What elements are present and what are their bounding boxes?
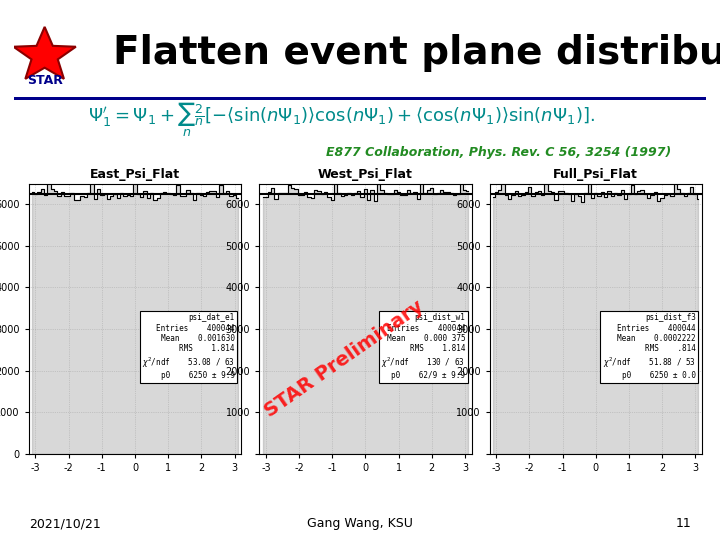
Text: psi_dist_f3
Entries    400044
Mean    0.0002222
RMS    .814
$\chi^2$/ndf    51.8: psi_dist_f3 Entries 400044 Mean 0.000222…: [603, 313, 696, 380]
Text: 11: 11: [675, 517, 691, 530]
Text: STAR: STAR: [27, 75, 63, 87]
Title: Full_Psi_Flat: Full_Psi_Flat: [554, 168, 638, 181]
Text: E877 Collaboration, Phys. Rev. C 56, 3254 (1997): E877 Collaboration, Phys. Rev. C 56, 325…: [325, 146, 671, 159]
Title: West_Psi_Flat: West_Psi_Flat: [318, 168, 413, 181]
Text: Flatten event plane distribution: Flatten event plane distribution: [113, 34, 720, 72]
Text: psi_dat_e1
Entries    400044
Mean    0.001630
RMS    1.814
$\chi^2$/ndf    53.08: psi_dat_e1 Entries 400044 Mean 0.001630 …: [142, 313, 235, 380]
Text: psi_dist_w1
Entries    400044
Mean    0.000 375
RMS    1.814
$\chi^2$/ndf    130: psi_dist_w1 Entries 400044 Mean 0.000 37…: [382, 313, 465, 380]
Text: STAR Preliminary: STAR Preliminary: [261, 297, 427, 421]
Text: $\Psi_1' = \Psi_1 + \sum_n \frac{2}{n}[-\langle\sin(n\Psi_1)\rangle\cos(n\Psi_1): $\Psi_1' = \Psi_1 + \sum_n \frac{2}{n}[-…: [88, 100, 595, 139]
Polygon shape: [14, 27, 76, 79]
Text: 2021/10/21: 2021/10/21: [29, 517, 101, 530]
Text: Gang Wang, KSU: Gang Wang, KSU: [307, 517, 413, 530]
Title: East_Psi_Flat: East_Psi_Flat: [90, 168, 180, 181]
